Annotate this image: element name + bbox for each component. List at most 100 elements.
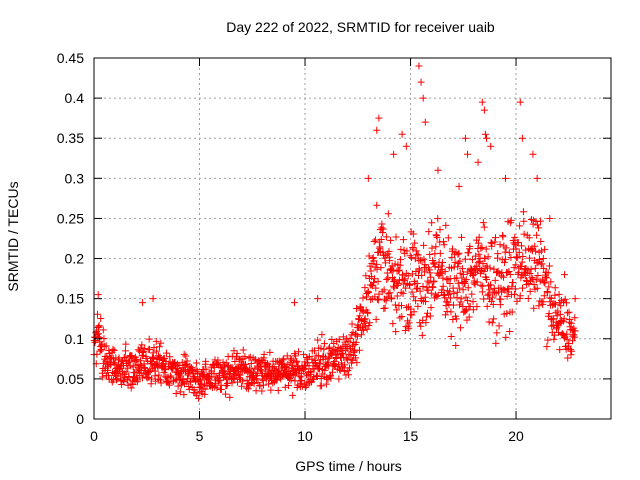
data-point <box>324 358 332 366</box>
data-point <box>531 242 539 250</box>
data-point <box>503 309 511 317</box>
data-point <box>359 307 367 315</box>
data-point <box>162 377 170 385</box>
data-point <box>456 301 464 309</box>
data-point <box>283 352 291 360</box>
data-point <box>551 331 559 339</box>
data-point <box>394 279 402 287</box>
data-point <box>556 346 564 354</box>
data-point <box>511 285 519 293</box>
data-point <box>151 367 159 375</box>
data-point <box>457 324 465 332</box>
data-point <box>122 368 130 376</box>
data-point <box>291 370 299 378</box>
data-point <box>462 293 470 301</box>
data-point <box>561 271 569 279</box>
data-point <box>518 284 526 292</box>
data-point <box>383 275 391 283</box>
data-point <box>379 228 387 236</box>
data-point <box>478 98 486 106</box>
data-point <box>458 265 466 273</box>
data-point <box>475 239 483 247</box>
data-point <box>432 243 440 251</box>
data-point <box>503 292 511 300</box>
data-point <box>300 351 308 359</box>
data-point <box>277 375 285 383</box>
data-point <box>364 309 372 317</box>
data-point <box>345 364 353 372</box>
data-point <box>483 276 491 284</box>
data-point <box>492 339 500 347</box>
data-point <box>434 166 442 174</box>
data-point <box>404 272 412 280</box>
data-point <box>436 226 444 234</box>
data-point <box>372 315 380 323</box>
data-point <box>514 253 522 261</box>
data-point <box>256 382 264 390</box>
data-point <box>419 94 427 102</box>
data-point <box>421 118 429 126</box>
data-point <box>524 266 532 274</box>
data-point <box>447 294 455 302</box>
data-point <box>202 365 210 373</box>
data-point <box>443 275 451 283</box>
data-point <box>423 313 431 321</box>
data-point <box>440 238 448 246</box>
data-point <box>192 359 200 367</box>
data-point <box>410 308 418 316</box>
data-point <box>328 335 336 343</box>
data-point <box>522 246 530 254</box>
data-point <box>335 375 343 383</box>
data-point <box>139 299 147 307</box>
data-point <box>390 150 398 158</box>
data-point <box>538 260 546 268</box>
data-point <box>484 291 492 299</box>
data-point <box>410 293 418 301</box>
data-point <box>425 279 433 287</box>
data-point <box>342 346 350 354</box>
data-point <box>463 268 471 276</box>
data-point <box>389 320 397 328</box>
data-point <box>150 344 158 352</box>
data-point <box>468 290 476 298</box>
data-point <box>428 283 436 291</box>
y-tick-label: 0.1 <box>65 331 85 347</box>
data-point <box>316 360 324 368</box>
data-point <box>437 262 445 270</box>
data-point <box>313 372 321 380</box>
data-point <box>222 390 230 398</box>
data-point <box>563 335 571 343</box>
data-point <box>364 174 372 182</box>
data-point <box>317 344 325 352</box>
data-point <box>482 245 490 253</box>
data-point <box>516 98 524 106</box>
data-point <box>540 292 548 300</box>
data-point <box>424 277 432 285</box>
data-point <box>270 363 278 371</box>
data-point <box>320 340 328 348</box>
data-point <box>352 354 360 362</box>
data-point <box>297 369 305 377</box>
data-point <box>422 319 430 327</box>
data-point <box>426 250 434 258</box>
data-point <box>539 298 547 306</box>
data-point <box>551 291 559 299</box>
data-point <box>157 379 165 387</box>
data-point <box>95 322 103 330</box>
data-point <box>292 352 300 360</box>
data-point <box>233 349 241 357</box>
data-point <box>212 373 220 381</box>
data-point <box>339 349 347 357</box>
data-point <box>467 265 475 273</box>
data-point <box>176 388 184 396</box>
data-point <box>475 233 483 241</box>
data-point <box>92 337 100 345</box>
data-point <box>537 237 545 245</box>
data-point <box>418 271 426 279</box>
data-point <box>480 106 488 114</box>
data-point <box>140 364 148 372</box>
y-tick-label: 0.3 <box>65 170 85 186</box>
data-point <box>163 349 171 357</box>
data-point <box>490 265 498 273</box>
